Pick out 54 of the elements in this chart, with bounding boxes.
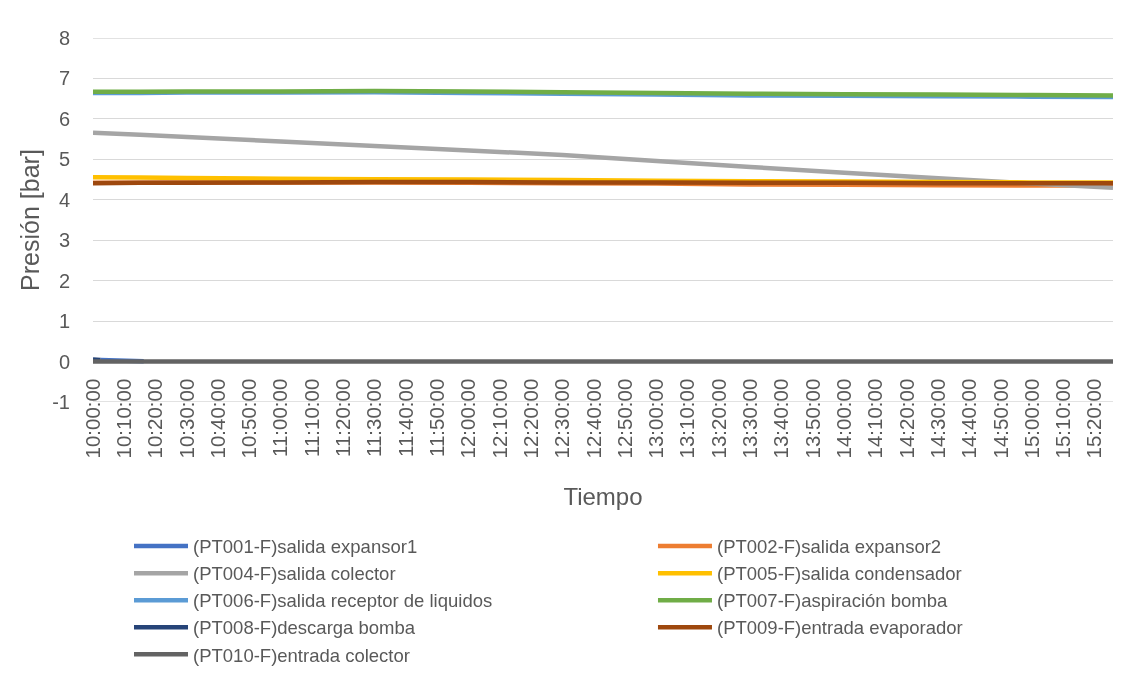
x-tick-label: 12:30:00 — [550, 378, 574, 459]
x-tick-label: 14:50:00 — [988, 378, 1012, 459]
x-tick-label: 12:10:00 — [487, 378, 511, 459]
x-tick-label: 15:10:00 — [1051, 378, 1075, 459]
x-tick-label: 11:40:00 — [393, 378, 417, 457]
x-tick-label: 11:10:00 — [299, 378, 323, 457]
y-tick-label: 4 — [58, 188, 70, 211]
x-tick-label: 13:40:00 — [769, 378, 793, 459]
x-tick-label: 10:00:00 — [80, 378, 104, 459]
y-tick-label: 1 — [58, 310, 70, 333]
y-tick-label: 3 — [58, 229, 70, 252]
x-tick-label: 12:40:00 — [581, 378, 605, 459]
x-tick-label: 15:00:00 — [1019, 378, 1043, 459]
y-tick-label: -1 — [52, 391, 70, 413]
x-tick-label: 11:50:00 — [425, 378, 449, 457]
y-tick-label: 6 — [58, 107, 70, 130]
x-tick-label: 12:00:00 — [456, 378, 480, 459]
x-tick-label: 13:00:00 — [644, 378, 668, 459]
x-tick-label: 14:30:00 — [925, 378, 949, 459]
y-tick-label: 7 — [58, 67, 70, 90]
x-tick-label: 14:00:00 — [832, 378, 856, 459]
legend-label: (PT009-F)entrada evaporador — [716, 617, 963, 639]
x-tick-label: 13:50:00 — [800, 378, 824, 459]
x-tick-label: 15:20:00 — [1082, 378, 1106, 459]
x-tick-label: 10:40:00 — [205, 378, 229, 459]
y-axis-title: Presión [bar] — [15, 149, 44, 291]
x-tick-label: 10:10:00 — [111, 378, 135, 459]
x-tick-label: 12:20:00 — [518, 378, 542, 459]
x-tick-label: 13:10:00 — [675, 378, 699, 459]
y-tick-label: 8 — [58, 27, 70, 49]
x-tick-label: 10:50:00 — [237, 378, 261, 459]
y-tick-label: 0 — [58, 350, 70, 373]
x-tick-label: 12:50:00 — [612, 378, 636, 459]
x-tick-label: 11:00:00 — [268, 378, 292, 457]
x-tick-label: 11:20:00 — [331, 378, 355, 457]
legend-label: (PT004-F)salida colector — [193, 563, 396, 585]
x-tick-label: 10:20:00 — [143, 378, 167, 459]
x-tick-label: 13:20:00 — [706, 378, 730, 459]
x-tick-label: 13:30:00 — [738, 378, 762, 459]
y-tick-label: 2 — [58, 269, 70, 292]
x-axis-title: Tiempo — [563, 482, 643, 510]
x-tick-label: 14:20:00 — [894, 378, 918, 459]
x-tick-label: 14:40:00 — [957, 378, 981, 459]
legend-label: (PT005-F)salida condensador — [716, 563, 962, 585]
legend-label: (PT008-F)descarga bomba — [193, 617, 416, 639]
y-tick-label: 5 — [58, 148, 70, 171]
legend-label: (PT002-F)salida expansor2 — [716, 536, 942, 558]
legend-label: (PT007-F)aspiración bomba — [716, 590, 949, 612]
x-tick-label: 11:30:00 — [362, 378, 386, 457]
x-tick-label: 10:30:00 — [174, 378, 198, 459]
x-tick-label: 14:10:00 — [863, 378, 887, 459]
legend-label: (PT001-F)salida expansor1 — [193, 536, 418, 558]
legend-label: (PT006-F)salida receptor de liquidos — [193, 590, 493, 612]
legend-label: (PT010-F)entrada colector — [193, 644, 410, 666]
